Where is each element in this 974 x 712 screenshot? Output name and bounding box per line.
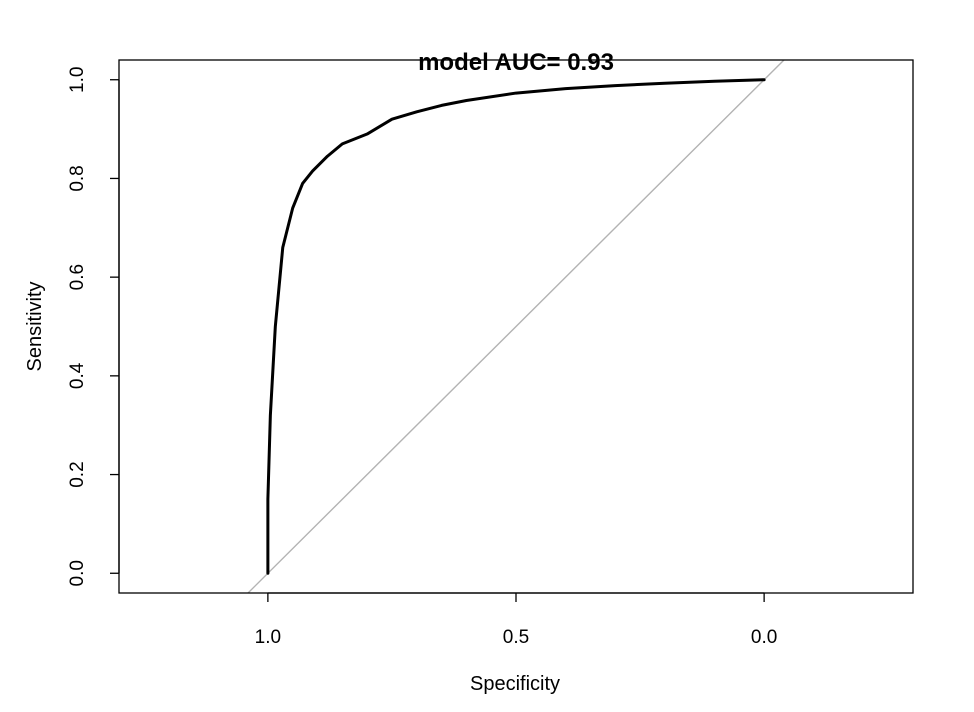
y-axis: 0.0 0.2 0.4 0.6 0.8 1.0 [67,67,120,586]
x-axis: 1.0 0.5 0.0 [255,592,777,648]
y-tick-label: 0.0 [67,560,88,586]
y-tick-label: 1.0 [67,67,88,93]
y-tick-label: 0.2 [67,461,88,487]
y-axis-label: Sensitivity [24,281,46,371]
y-tick-label: 0.8 [67,165,88,191]
series-layer [266,78,766,575]
x-tick-label: 0.5 [503,627,529,648]
roc-curve-line [266,78,766,575]
y-tick-label: 0.4 [67,362,88,389]
y-tick-label: 0.6 [67,264,88,290]
reference-diagonal-line [247,59,785,594]
x-tick-label: 0.0 [751,627,777,648]
chart-title: model AUC= 0.93 [418,49,614,76]
x-axis-label: Specificity [470,673,560,695]
reference-line-layer [247,59,785,594]
x-tick-label: 1.0 [255,627,281,648]
